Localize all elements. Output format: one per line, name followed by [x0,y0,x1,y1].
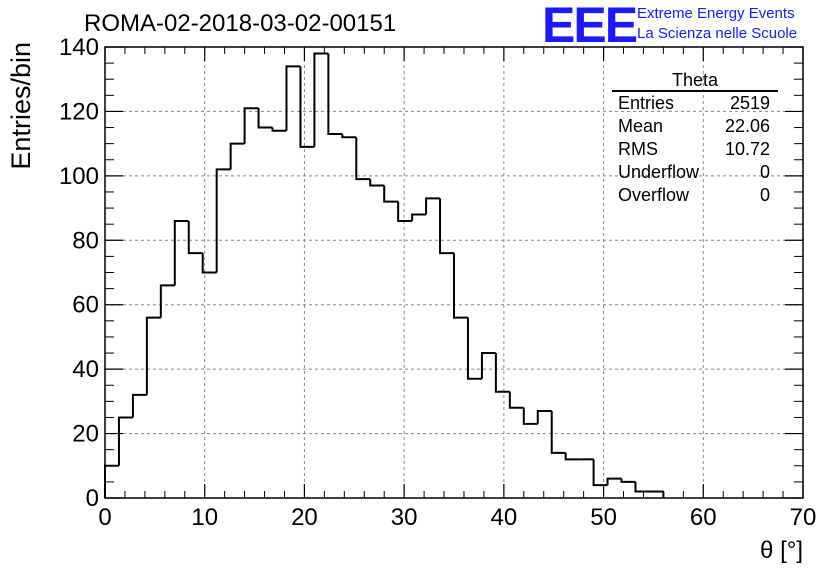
stats-value: 2519 [729,93,770,113]
tick-labels: 0 10 20 30 40 50 60 70 0 20 40 60 80 100 120 140 [59,34,816,531]
x-tick-label: 50 [590,504,617,531]
x-tick-label: 70 [790,504,817,531]
histogram-bin [592,459,608,487]
y-tick-label: 100 [59,163,99,190]
y-tick-label: 60 [72,292,99,319]
histogram-bin [299,66,315,148]
histogram-bin [369,179,385,187]
logo-caption-line1: Extreme Energy Events [637,5,795,22]
y-tick-label: 20 [72,421,99,448]
stats-value: 0 [759,185,770,205]
histogram-bin [285,65,301,131]
x-tick-label: 0 [98,504,111,531]
histogram-bin [383,185,399,203]
stats-row: Entries 2519 [612,92,778,115]
histogram-bin [536,410,552,424]
histogram-bin [145,316,161,395]
x-tick-label: 40 [491,504,518,531]
x-tick-label: 20 [291,504,318,531]
histogram-bin [187,220,203,255]
histogram-bin [215,168,231,273]
histogram-bin [550,411,566,454]
histogram-bin [494,353,510,393]
histogram-bin [313,52,329,147]
stats-label: Underflow [618,162,700,182]
stats-row: RMS 10.72 [612,138,778,161]
stats-box: Theta Entries 2519 Mean 22.06 RMS 10.72 … [612,70,778,207]
histogram-bin [397,201,413,222]
stats-value: 22.06 [724,116,770,136]
histogram-bin [508,391,524,409]
stats-row: Overflow 0 [612,184,778,207]
x-tick-label: 10 [191,504,218,531]
histogram-bin [355,137,371,181]
histogram-bin [425,197,441,215]
histogram-bin [257,108,273,129]
stats-value: 0 [759,162,770,182]
histogram-bin [159,284,175,318]
y-tick-label: 80 [72,227,99,254]
histogram-bin [131,393,147,418]
histogram-bin [229,142,245,170]
histogram-bin [243,107,259,144]
histogram-bin [522,407,538,425]
stats-label: RMS [618,139,658,159]
y-axis-label: Entries/bin [6,42,36,170]
stats-label: Mean [618,116,664,136]
stats-label: Entries [618,93,675,113]
histogram-bin [201,253,217,274]
stats-row: Mean 22.06 [612,115,778,138]
eee-logo: EEE [542,0,638,53]
chart-title: ROMA-02-2018-03-02-00151 [84,10,397,37]
histogram-bin [634,481,650,493]
stats-value: 10.72 [724,139,770,159]
histogram-bin [620,478,636,483]
y-tick-label: 0 [86,485,99,512]
x-tick-label: 30 [391,504,418,531]
histogram-bin [341,133,357,139]
x-tick-label: 60 [690,504,717,531]
y-tick-label: 140 [59,34,99,61]
x-axis-label: θ [°] [760,537,803,564]
histogram-series [104,52,665,498]
y-tick-label: 40 [72,356,99,383]
histogram-bin [466,317,482,380]
histogram-bin [439,198,454,255]
histogram-bin [453,253,468,319]
logo-caption: Extreme Energy Events La Scienza nelle S… [637,4,797,44]
stats-row: Underflow 0 [612,161,778,184]
stats-label: Overflow [618,185,690,205]
stats-box-title: Theta [612,70,778,92]
axis-ticks [104,46,804,499]
histogram-bin [564,452,580,461]
histogram-bin [327,53,343,135]
histogram-bin [411,213,427,221]
y-tick-label: 120 [59,98,99,125]
histogram-bin [271,127,287,132]
histogram-bin [173,219,189,286]
histogram-bin [117,416,133,466]
histogram-bin [606,477,622,486]
logo-caption-line2: La Scienza nelle Scuole [637,25,798,42]
histogram-bin [480,352,496,379]
